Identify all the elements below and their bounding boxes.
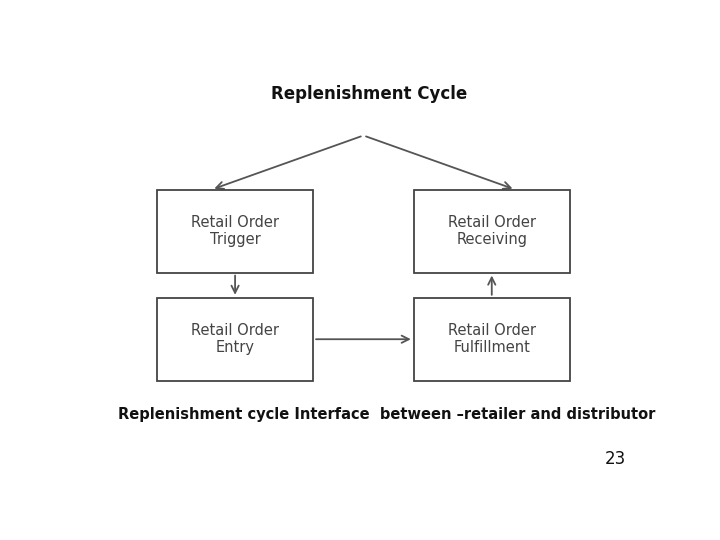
FancyBboxPatch shape — [157, 298, 313, 381]
Text: Retail Order
Trigger: Retail Order Trigger — [191, 215, 279, 247]
Text: Retail Order
Fulfillment: Retail Order Fulfillment — [448, 323, 536, 355]
FancyBboxPatch shape — [413, 190, 570, 273]
Text: Replenishment cycle Interface  between –retailer and distributor: Replenishment cycle Interface between –r… — [118, 407, 655, 422]
Text: Retail Order
Receiving: Retail Order Receiving — [448, 215, 536, 247]
Text: 23: 23 — [604, 450, 626, 468]
FancyBboxPatch shape — [157, 190, 313, 273]
Text: Retail Order
Entry: Retail Order Entry — [191, 323, 279, 355]
FancyBboxPatch shape — [413, 298, 570, 381]
Text: Replenishment Cycle: Replenishment Cycle — [271, 85, 467, 103]
